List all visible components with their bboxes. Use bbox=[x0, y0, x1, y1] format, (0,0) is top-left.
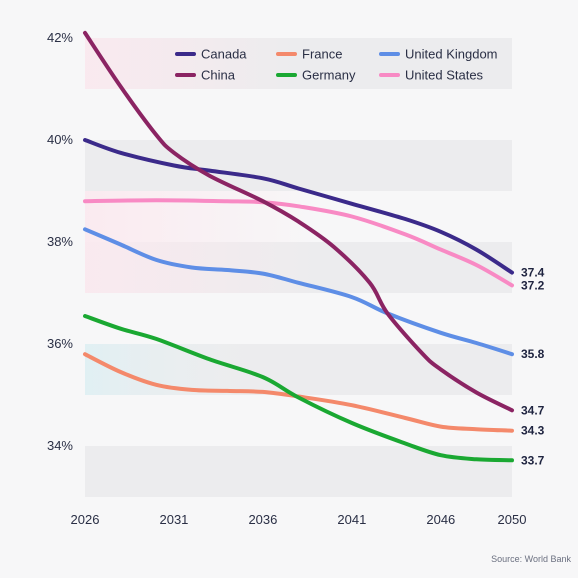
legend-item: United States bbox=[379, 68, 484, 83]
grid-band bbox=[85, 446, 512, 497]
legend-label: China bbox=[201, 68, 236, 83]
end-value-label: 35.8 bbox=[521, 347, 545, 361]
series-lines bbox=[83, 30, 514, 463]
y-tick-label: 36% bbox=[47, 336, 73, 351]
x-tick-label: 2046 bbox=[426, 512, 455, 527]
legend-item: Germany bbox=[276, 68, 356, 83]
end-value-label: 33.7 bbox=[521, 453, 545, 467]
series-line-united-kingdom bbox=[83, 227, 514, 357]
x-tick-label: 2031 bbox=[159, 512, 188, 527]
source-note: Source: World Bank bbox=[491, 554, 571, 564]
grid-band bbox=[85, 140, 512, 191]
x-tick-label: 2036 bbox=[248, 512, 277, 527]
end-labels: 37.4 34.7 34.3 33.7 35.8 37.2 bbox=[521, 266, 545, 468]
y-tick-label: 38% bbox=[47, 234, 73, 249]
end-value-label: 37.2 bbox=[521, 278, 545, 292]
x-tick-label: 2026 bbox=[71, 512, 100, 527]
legend-label: Germany bbox=[302, 68, 356, 83]
grid-band bbox=[85, 89, 512, 140]
y-axis-ticks: 34% 36% 38% 40% 42% bbox=[47, 30, 73, 453]
legend-item: United Kingdom bbox=[379, 47, 498, 62]
y-tick-label: 42% bbox=[47, 30, 73, 45]
legend-item: China bbox=[175, 68, 236, 83]
series-line-china bbox=[83, 30, 514, 413]
x-tick-label: 2050 bbox=[498, 512, 527, 527]
series-line-france bbox=[83, 352, 514, 433]
end-value-label: 34.3 bbox=[521, 424, 545, 438]
y-tick-label: 34% bbox=[47, 438, 73, 453]
end-value-label: 37.4 bbox=[521, 266, 545, 280]
series-line-canada bbox=[83, 138, 514, 275]
grid-band-tint bbox=[85, 38, 299, 89]
x-axis-ticks: 2026 2031 2036 2041 2046 2050 bbox=[71, 512, 527, 527]
legend-label: United States bbox=[405, 68, 484, 83]
legend: Canada France United Kingdom China Germany Un… bbox=[175, 47, 498, 83]
series-line-germany bbox=[83, 314, 514, 463]
x-tick-label: 2041 bbox=[337, 512, 366, 527]
series-line-united-states bbox=[83, 198, 514, 288]
y-tick-label: 40% bbox=[47, 132, 73, 147]
legend-label: Canada bbox=[201, 47, 247, 62]
legend-label: United Kingdom bbox=[405, 47, 498, 62]
grid-band bbox=[85, 293, 512, 344]
legend-item: France bbox=[276, 47, 342, 62]
end-value-label: 34.7 bbox=[521, 403, 545, 417]
legend-label: France bbox=[302, 47, 342, 62]
grid-band bbox=[85, 395, 512, 446]
legend-item: Canada bbox=[175, 47, 247, 62]
